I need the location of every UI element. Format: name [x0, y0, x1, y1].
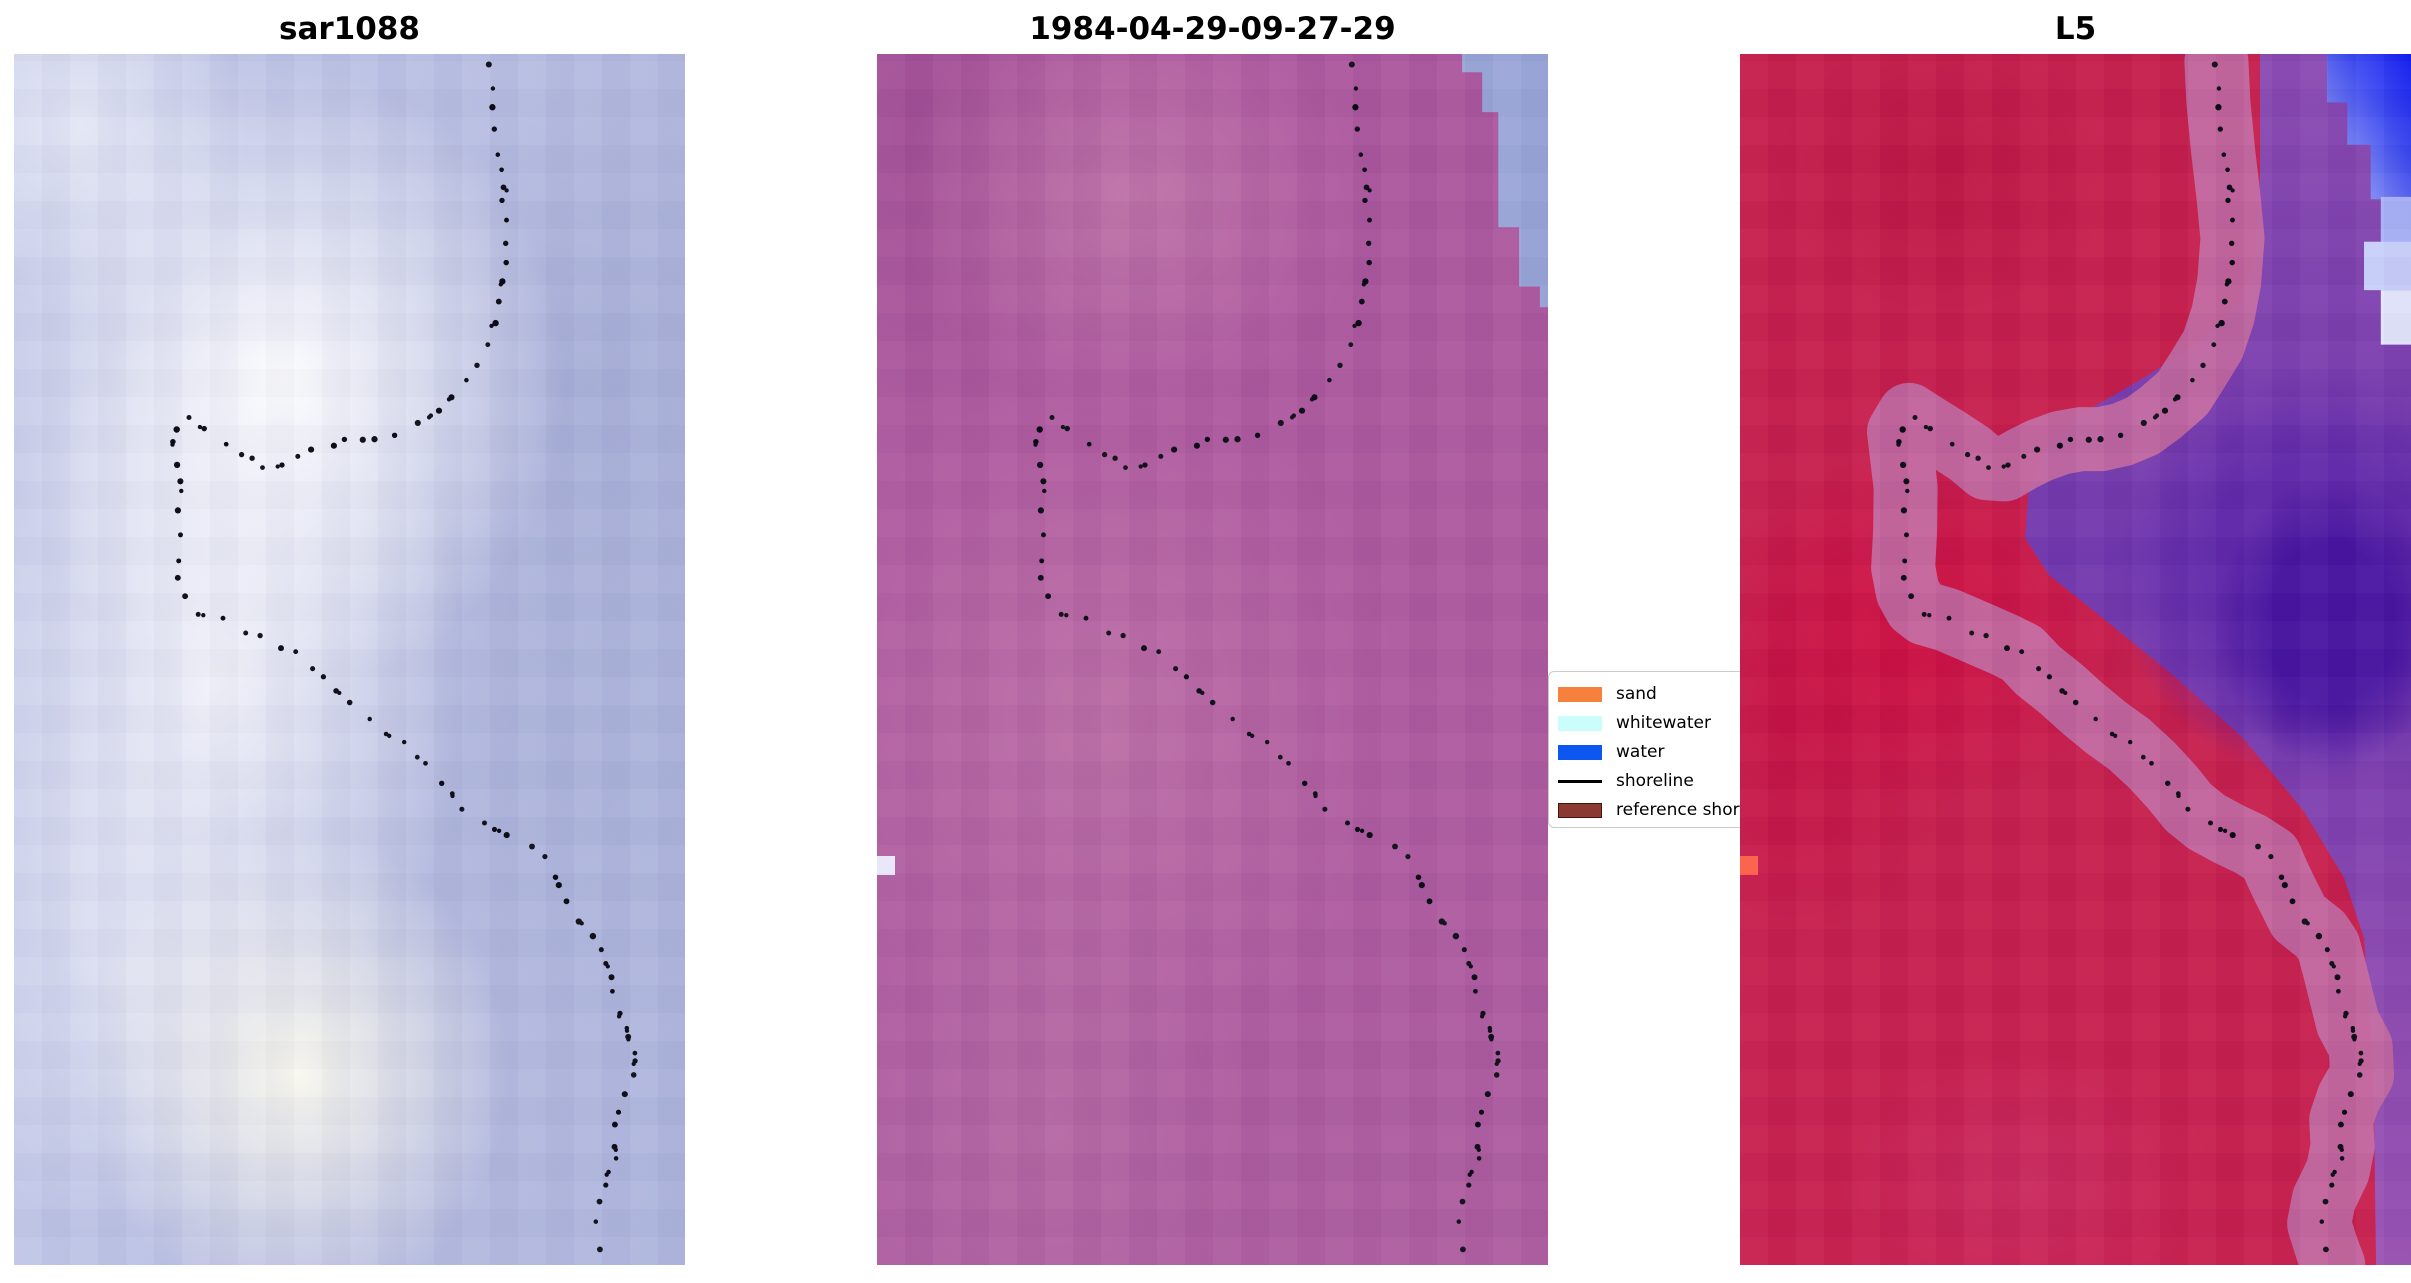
- panel-optical-1984-image: [877, 54, 1548, 1265]
- water-swatch: [1558, 745, 1602, 760]
- whitewater-cell: [2380, 290, 2411, 345]
- shoreline-dots: [170, 61, 638, 1253]
- legend-row-whitewater: whitewater: [1558, 709, 1781, 738]
- whitewater-swatch: [1558, 716, 1602, 731]
- water-corner-region: [1462, 54, 1548, 308]
- legend-row-sand: sand: [1558, 680, 1781, 709]
- whitewater-cell: [2364, 241, 2411, 291]
- shoreline-dots: [1896, 61, 2364, 1253]
- legend-label-shoreline: shoreline: [1616, 771, 1694, 792]
- sand-marker-cell: [1740, 856, 1758, 875]
- water-corner-region: [2327, 54, 2411, 248]
- legend-label-water: water: [1616, 742, 1665, 763]
- whitewater-marker-cell: [877, 856, 895, 875]
- legend-row-reference-shoreline: reference shoreline: [1558, 796, 1781, 825]
- legend-label-sand: sand: [1616, 684, 1657, 705]
- legend-row-water: water: [1558, 738, 1781, 767]
- panel-title-sar1088: sar1088: [279, 11, 420, 47]
- optical-1984-shoreline-overlay: [1033, 54, 1548, 1253]
- panel-sar1088-image: [14, 54, 685, 1265]
- sand-swatch: [1558, 687, 1602, 702]
- panel-l5-classification-image: [1740, 54, 2411, 1265]
- shoreline-dots: [1033, 61, 1501, 1253]
- panel-title-date: 1984-04-29-09-27-29: [1029, 11, 1396, 47]
- panel-title-l5: L5: [2054, 11, 2097, 47]
- legend-row-shoreline: shoreline: [1558, 767, 1781, 796]
- deep-water-blob: [2216, 477, 2411, 769]
- l5-shoreline-overlay: [1867, 54, 2411, 1265]
- legend-label-whitewater: whitewater: [1616, 713, 1711, 734]
- legend-label-reference-shoreline: reference shoreline: [1616, 800, 1781, 821]
- shoreline-line-swatch: [1558, 780, 1602, 783]
- whitewater-cell: [2380, 196, 2411, 248]
- sar1088-shoreline-overlay: [170, 61, 638, 1253]
- reference-shoreline-swatch: [1558, 803, 1602, 818]
